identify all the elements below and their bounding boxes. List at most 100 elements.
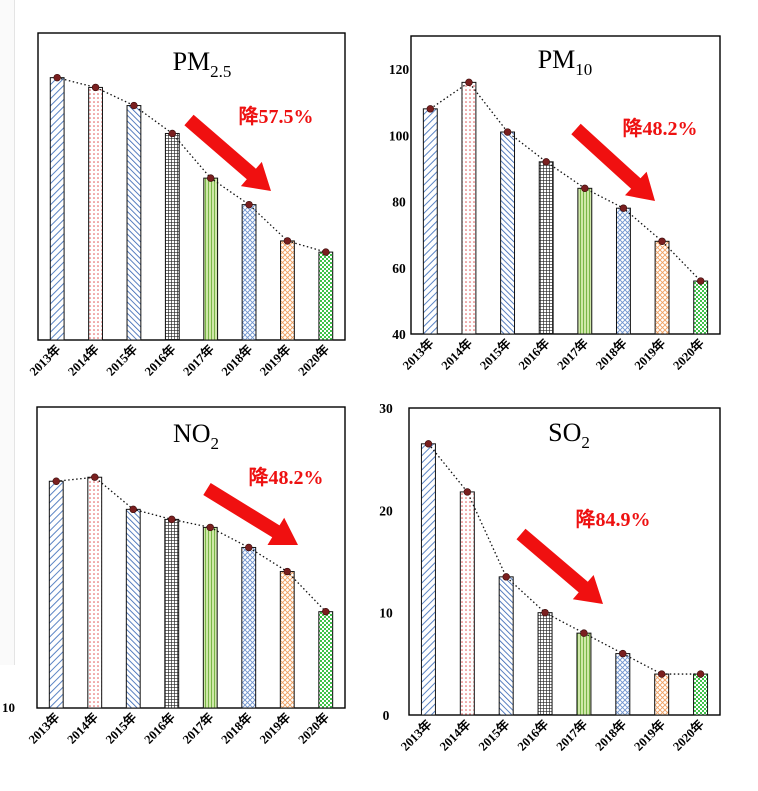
x-tick-label-pm25-8: 2020年 [295, 341, 332, 378]
y-tick-label-pm10-5: 120 [389, 62, 410, 77]
point-pm10-6 [619, 204, 628, 212]
decrease-arrow-no2 [203, 483, 298, 545]
bar-pm10-3 [500, 131, 516, 335]
chart-pm25: 2013年 2014年 2015年 2016年 2017年 2018年 2019年 2020年… [26, 32, 346, 379]
plot-frame-no2 [36, 406, 346, 709]
plot-frame-pm10 [410, 35, 721, 335]
point-no2-1 [52, 477, 60, 485]
bar-pm10-8 [693, 280, 709, 335]
bar-so2-7 [654, 673, 670, 716]
left-side-panel [0, 0, 15, 665]
bar-no2-2 [87, 476, 103, 709]
point-pm10-5 [581, 184, 589, 193]
point-so2-5 [580, 629, 588, 637]
trend-line-so2 [427, 443, 701, 675]
y-tick-label-pm10-3: 80 [392, 195, 406, 210]
bar-no2-5 [202, 526, 218, 709]
y-tick-label-so2-2: 10 [379, 606, 393, 621]
bar-pm25-1 [49, 77, 65, 341]
chart-pm10: 2013年 2014年 2015年 2016年 2017年 2018年 2019年 2020年… [389, 35, 721, 373]
point-so2-4 [541, 608, 549, 617]
bar-so2-4 [537, 612, 553, 716]
x-tick-label-pm25-2: 2014年 [65, 341, 102, 378]
chart-title-main-so2: SO [548, 418, 581, 447]
x-tick-label-pm10-5: 2017年 [554, 335, 591, 372]
bar-pm25-3 [126, 105, 142, 341]
decrease-arrow-pm25 [184, 114, 271, 191]
bar-pm10-2 [461, 81, 477, 335]
y-tick-label-pm10-2: 60 [392, 261, 406, 276]
point-no2-5 [206, 523, 214, 532]
edge-axis-label: 10 [2, 700, 15, 715]
point-pm10-8 [696, 277, 705, 285]
point-no2-7 [283, 567, 291, 576]
chart-title-main-pm10: PM [538, 45, 576, 74]
x-tick-label-no2-5: 2017年 [179, 709, 216, 746]
bar-no2-3 [125, 508, 141, 709]
bar-pm10-6 [615, 207, 631, 335]
x-tick-label-pm10-3: 2015年 [477, 335, 514, 372]
point-so2-1 [424, 440, 433, 448]
point-no2-3 [129, 505, 137, 514]
trend-line-no2 [56, 476, 327, 613]
point-no2-6 [245, 543, 253, 552]
chart-title-sub-so2: 2 [581, 433, 590, 452]
bar-so2-2 [459, 491, 475, 716]
x-tick-label-pm25-5: 2017年 [180, 341, 217, 378]
x-tick-label-so2-4: 2016年 [514, 716, 551, 753]
chart-title-sub-pm10: 10 [575, 60, 592, 79]
annotation-pm25: 降57.5% [239, 104, 314, 128]
x-tick-label-no2-7: 2019年 [256, 709, 293, 746]
x-tick-label-no2-2: 2014年 [64, 709, 101, 746]
point-pm10-7 [658, 237, 666, 245]
bar-pm25-5 [203, 177, 219, 341]
x-tick-label-no2-8: 2020年 [295, 709, 332, 746]
bar-pm10-7 [654, 240, 670, 335]
x-tick-label-pm25-3: 2015年 [103, 341, 140, 378]
chart-title-sub-pm25: 2.5 [210, 62, 231, 81]
x-tick-label-pm25-7: 2019年 [256, 341, 293, 378]
bar-so2-3 [498, 576, 514, 716]
x-tick-label-so2-2: 2014年 [436, 716, 473, 753]
x-tick-label-so2-5: 2017年 [553, 716, 590, 753]
point-no2-4 [168, 515, 176, 524]
plot-frame-pm25 [37, 32, 346, 341]
x-tick-label-pm25-4: 2016年 [141, 341, 178, 378]
chart-no2: 2013年 2014年 2015年 2016年 2017年 2018年 2019年 2020年… [25, 406, 346, 747]
point-pm10-2 [465, 78, 473, 87]
x-tick-label-pm25-6: 2018年 [218, 341, 255, 378]
x-tick-label-so2-3: 2015年 [475, 716, 512, 753]
point-pm25-6 [245, 200, 253, 209]
point-no2-2 [91, 473, 99, 481]
x-tick-label-so2-8: 2020年 [670, 716, 707, 753]
bar-so2-1 [420, 443, 436, 716]
point-pm10-1 [426, 105, 435, 113]
x-tick-label-pm25-1: 2013年 [26, 341, 63, 378]
point-pm10-4 [542, 158, 550, 166]
y-tick-label-pm10-4: 100 [389, 128, 410, 143]
bar-pm10-4 [538, 161, 554, 335]
x-tick-label-no2-3: 2015年 [102, 709, 139, 746]
point-no2-8 [322, 607, 330, 616]
point-pm25-8 [322, 248, 330, 256]
decrease-arrow-so2 [516, 528, 603, 604]
bar-pm25-7 [280, 240, 295, 341]
bar-so2-8 [693, 673, 709, 716]
chart-title-main-no2: NO [173, 419, 211, 448]
y-tick-label-so2-1: 0 [383, 708, 390, 723]
bar-no2-6 [241, 546, 257, 709]
chart-title-so2: SO2 [548, 418, 590, 452]
chart-so2: 2013年 2014年 2015年 2016年 2017年 2018年 2019年 2020年… [379, 401, 721, 754]
point-so2-3 [502, 573, 510, 581]
chart-title-sub-no2: 2 [211, 434, 220, 453]
annotation-so2: 降84.9% [576, 507, 651, 531]
point-pm25-3 [130, 101, 138, 110]
chart-title-no2: NO2 [173, 419, 219, 453]
bar-pm10-1 [422, 108, 438, 335]
x-tick-label-pm10-8: 2020年 [670, 335, 707, 372]
point-pm10-3 [503, 128, 512, 136]
point-pm25-1 [53, 73, 61, 82]
x-tick-label-no2-4: 2016年 [141, 709, 178, 746]
x-tick-label-pm10-2: 2014年 [438, 335, 475, 372]
